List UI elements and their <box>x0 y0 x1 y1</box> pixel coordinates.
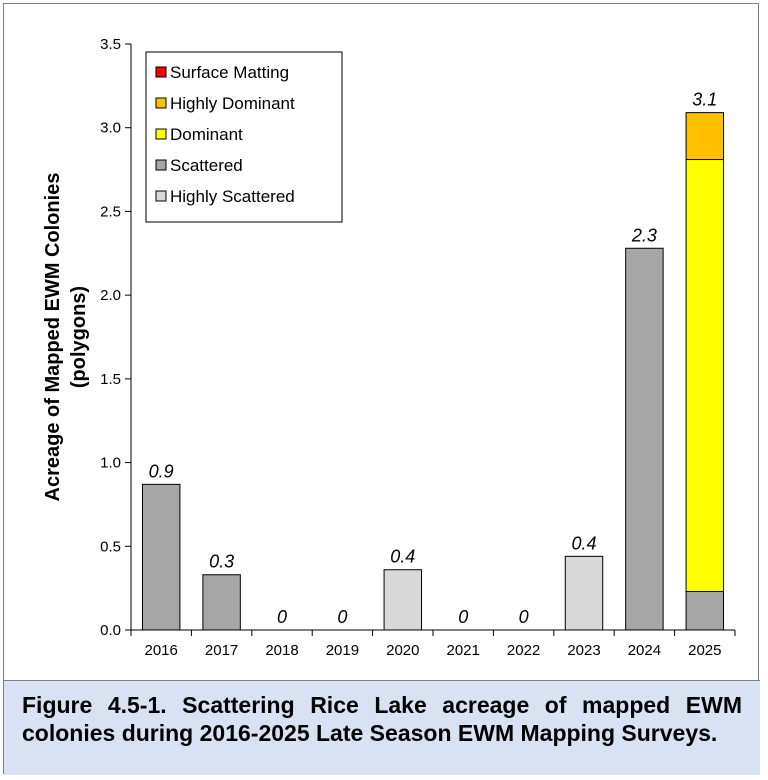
legend: Surface Matting Highly Dominant Dominant Sc… <box>145 51 343 223</box>
bar-chart: Acreage of Mapped EWM Colonies (polygons)… <box>42 36 736 659</box>
bars <box>141 112 725 631</box>
x-tick-label: 2024 <box>628 642 661 659</box>
legend-label: Highly Dominant <box>170 94 295 113</box>
y-tick-label: 0.5 <box>100 538 121 555</box>
figure-caption: Figure 4.5-1. Scattering Rice Lake acrea… <box>22 692 742 746</box>
bar-highly-dominant <box>685 112 725 161</box>
y-tick-label: 3.0 <box>100 120 121 137</box>
total-value-label: 0.9 <box>149 461 174 481</box>
bar-scattered <box>685 590 725 631</box>
y-axis-title-line: Acreage of Mapped EWM Colonies <box>42 173 64 502</box>
bar-highly-scattered <box>564 555 604 631</box>
x-tick-label: 2018 <box>265 642 298 659</box>
legend-label: Surface Matting <box>170 63 289 82</box>
bar-dominant <box>685 159 725 592</box>
legend-swatch-surface-matting <box>155 66 167 78</box>
x-tick-label: 2023 <box>567 642 600 659</box>
y-tick-label: 2.5 <box>100 203 121 220</box>
legend-label: Dominant <box>170 125 243 144</box>
x-axis-ticks: 2016 2017 2018 2019 2020 2021 2022 2023 2024 2025 <box>145 642 722 659</box>
total-value-label: 0.3 <box>209 552 234 572</box>
total-value-label: 3.1 <box>692 90 717 110</box>
total-value-label: 0 <box>519 607 529 627</box>
chart-area: Acreage of Mapped EWM Colonies (polygons)… <box>4 4 760 680</box>
legend-swatch-dominant <box>155 128 167 140</box>
x-tick-label: 2025 <box>688 642 721 659</box>
x-tick-label: 2020 <box>386 642 419 659</box>
total-value-label: 0.4 <box>571 533 596 553</box>
y-axis-title: Acreage of Mapped EWM Colonies (polygons) <box>42 173 90 502</box>
axes <box>130 44 736 636</box>
bar-scattered <box>141 483 181 631</box>
bar-highly-scattered <box>383 569 423 631</box>
y-axis-ticks: 0.0 0.5 1.0 1.5 2.0 2.5 3.0 3.5 <box>100 36 131 639</box>
x-tick-label: 2016 <box>145 642 178 659</box>
total-value-label: 0 <box>277 607 287 627</box>
total-value-label: 2.3 <box>631 225 657 245</box>
legend-label: Highly Scattered <box>170 187 295 206</box>
y-tick-label: 1.0 <box>100 455 121 472</box>
legend-swatch-highly-dominant <box>155 97 167 109</box>
y-tick-label: 0.0 <box>100 622 121 639</box>
total-value-label: 0.4 <box>390 547 415 567</box>
legend-swatch-highly-scattered <box>155 190 167 202</box>
figure-frame: Acreage of Mapped EWM Colonies (polygons)… <box>3 3 760 775</box>
bar-scattered <box>625 247 664 631</box>
caption-area: Figure 4.5-1. Scattering Rice Lake acrea… <box>4 680 760 775</box>
x-tick-label: 2017 <box>205 642 238 659</box>
x-tick-label: 2021 <box>447 642 480 659</box>
y-tick-label: 3.5 <box>100 36 121 53</box>
y-tick-label: 1.5 <box>100 371 121 388</box>
legend-label: Scattered <box>170 156 243 175</box>
y-axis-title-line: (polygons) <box>68 286 90 388</box>
bar-scattered <box>202 574 241 631</box>
y-tick-label: 2.0 <box>100 287 121 304</box>
x-tick-label: 2019 <box>326 642 359 659</box>
legend-box <box>145 51 343 223</box>
legend-swatch-scattered <box>155 159 167 171</box>
total-labels: 0.9 0.3 0 0 0.4 0 0 0.4 2.3 3.1 <box>149 90 718 627</box>
x-tick-label: 2022 <box>507 642 540 659</box>
total-value-label: 0 <box>458 607 468 627</box>
total-value-label: 0 <box>337 607 347 627</box>
